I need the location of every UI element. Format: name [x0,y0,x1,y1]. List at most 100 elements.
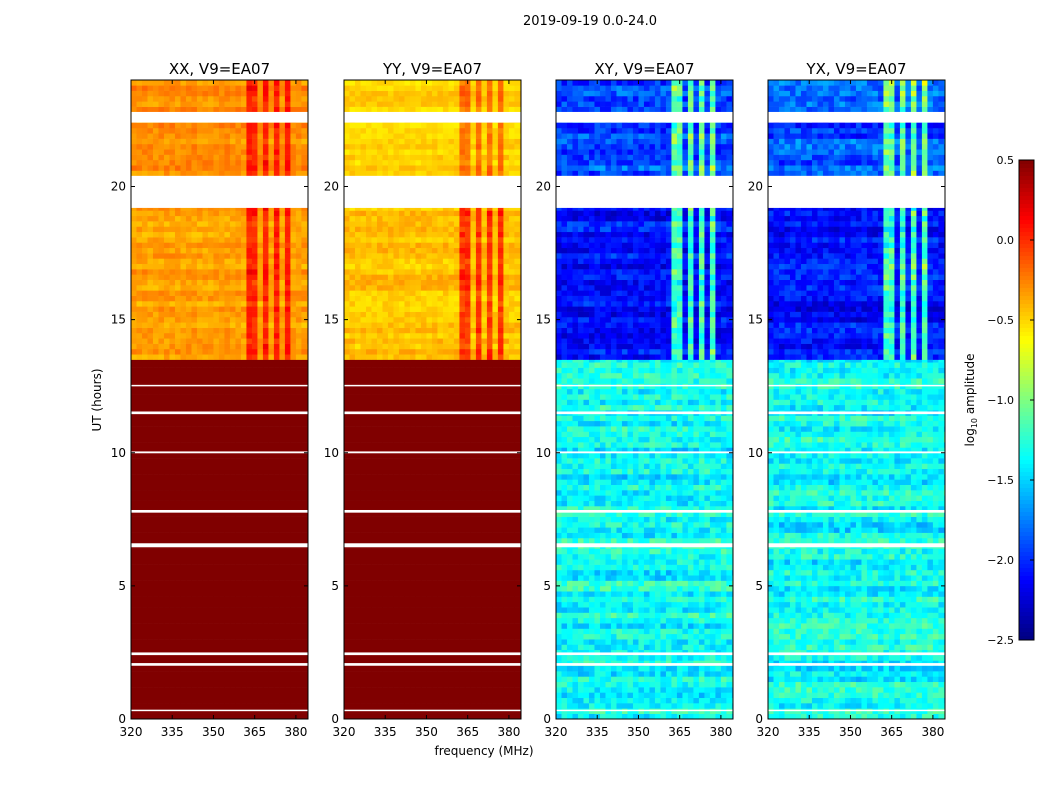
heatmap-cell [169,415,176,422]
heatmap-cell [213,569,220,576]
heatmap-cell [360,676,367,683]
heatmap-cell [141,367,148,374]
heatmap-cell [437,687,444,693]
heatmap-cell [251,591,258,597]
heatmap-cell [213,474,220,480]
heatmap-cell [295,633,302,640]
heatmap-cell [284,426,291,432]
heatmap-cell [185,300,192,307]
heatmap-cell [426,713,433,720]
heatmap-cell [229,463,236,470]
heatmap-cell [257,372,264,379]
heatmap-cell [196,159,203,166]
heatmap-cell [251,633,258,640]
heatmap-cell [202,362,209,368]
heatmap-cell [354,665,361,672]
heatmap-cell [360,665,367,672]
heatmap-cell [371,601,378,608]
heatmap-cell [398,596,405,603]
heatmap-cell [382,655,389,661]
heatmap-cell [158,575,165,581]
heatmap-cell [262,692,269,699]
heatmap-cell [257,258,264,265]
heatmap-cell [382,623,389,629]
heatmap-cell [284,279,291,286]
heatmap-cell [268,399,275,406]
heatmap-cell [508,687,515,693]
heatmap-cell [202,506,209,512]
heatmap-cell [349,697,356,704]
heatmap-cell [196,215,203,222]
heatmap-cell [229,420,236,427]
heatmap-cell [141,591,148,597]
heatmap-cell [185,322,192,328]
heatmap-cell [207,447,214,454]
heatmap-cell [191,553,198,560]
heatmap-cell [213,149,220,155]
heatmap-cell [459,548,466,555]
heatmap-cell [136,404,143,411]
heatmap-cell [301,474,308,480]
heatmap-cell [152,559,159,565]
heatmap-cell [185,580,192,587]
heatmap-cell [229,713,236,720]
heatmap-cell [251,221,258,227]
heatmap-cell [174,362,181,368]
heatmap-cell [169,378,176,384]
heatmap-cell [218,143,225,150]
heatmap-cell [492,687,499,693]
heatmap-cell [229,521,236,528]
heatmap-cell [191,601,198,608]
heatmap-cell [147,458,154,464]
heatmap-cell [147,207,154,211]
heatmap-cell [349,617,356,624]
heatmap-cell [136,676,143,683]
heatmap-cell [152,154,159,161]
heatmap-cell [503,628,510,635]
heatmap-cell [470,612,477,619]
heatmap-cell [163,207,170,211]
heatmap-cell [224,378,231,384]
heatmap-cell [196,607,203,613]
heatmap-cell [246,300,253,307]
heatmap-cell [174,426,181,432]
heatmap-cell [246,415,253,422]
heatmap-cell [508,607,515,613]
heatmap-cell [158,399,165,406]
heatmap-cell [191,322,198,328]
heatmap-cell [475,687,482,693]
heatmap-cell [218,226,225,233]
heatmap-cell [224,170,231,177]
heatmap-cell [218,591,225,597]
heatmap-cell [229,431,236,438]
heatmap-cell [295,628,302,635]
heatmap-cell [180,468,187,475]
heatmap-cell [163,237,170,243]
heatmap-cell [224,532,231,539]
heatmap-cell [213,354,220,360]
heatmap-cell [459,671,466,677]
heatmap-cell [229,165,236,171]
heatmap-cell [503,617,510,624]
heatmap-cell [279,681,286,688]
heatmap-cell [290,263,297,270]
heatmap-cell [224,697,231,704]
heatmap-cell [301,285,308,291]
heatmap-cell [207,378,214,384]
heatmap-cell [284,106,291,113]
heatmap-cell [262,399,269,406]
heatmap-cell [279,671,286,677]
heatmap-cell [163,511,170,517]
heatmap-cell [213,372,220,379]
heatmap-cell [202,607,209,613]
heatmap-cell [268,138,275,145]
heatmap-cell [376,569,383,576]
heatmap-cell [475,681,482,688]
heatmap-cell [290,415,297,422]
heatmap-cell [354,628,361,635]
heatmap-cell [163,85,170,91]
heatmap-cell [279,226,286,233]
heatmap-cell [268,490,275,496]
heatmap-cell [169,247,176,254]
heatmap-cell [185,671,192,677]
